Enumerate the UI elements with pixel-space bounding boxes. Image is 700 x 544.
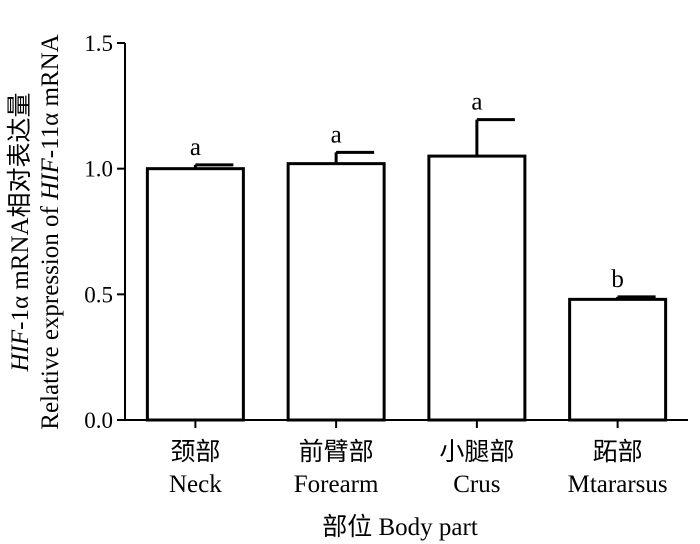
bar-forearm (286, 162, 386, 422)
y-axis-title-line1: HIF-1α mRNA相对表达量 (6, 92, 34, 372)
y-tick-label: 0.5 (84, 282, 113, 307)
category-label-zh: 跖部 (593, 438, 643, 466)
x-axis-title: 部位 Body part (322, 513, 478, 541)
y-tick-label: 1.0 (84, 157, 113, 182)
y-axis-title-part: -11α mRNA (37, 34, 64, 158)
y-axis-title-part: HIF (7, 329, 34, 372)
y-axis-title-part: -1α mRNA相对表达量 (6, 92, 34, 329)
category-label-zh: 小腿部 (439, 438, 514, 466)
y-axis-title-line2: Relative expression of HIF-11α mRNA (37, 34, 64, 429)
bar-mtararsus (568, 297, 668, 422)
significance-label: a (471, 89, 482, 116)
category-label-zh: 前臂部 (299, 438, 374, 466)
category-label-en: Mtararsus (568, 471, 668, 498)
y-axis-title-part: HIF (37, 158, 64, 201)
category-label-en: Forearm (294, 471, 379, 498)
bars (145, 118, 668, 422)
significance-label: a (331, 121, 342, 148)
category-label-en: Crus (453, 471, 500, 498)
category-label-zh: 颈部 (170, 438, 220, 466)
labels: a 颈部 Neck a 前臂部 Forearm a 小腿部 Crus b 跖部 Mtararsus (169, 89, 668, 498)
significance-label: b (611, 266, 624, 293)
bar-crus (427, 154, 527, 422)
category-label-en: Neck (169, 471, 222, 498)
bar-neck (145, 167, 245, 422)
significance-label: a (190, 134, 201, 161)
y-tick-label: 0.0 (84, 408, 113, 433)
y-axis-title-part: Relative expression of (37, 200, 64, 430)
y-tick-label: 1.5 (84, 31, 113, 56)
